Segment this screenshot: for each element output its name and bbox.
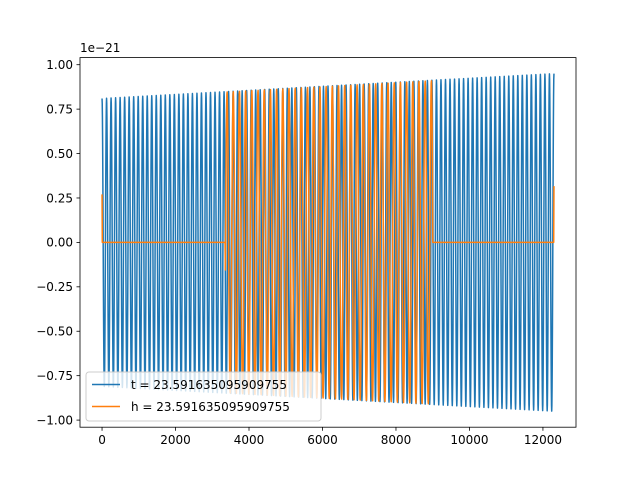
x-tick-label: 2000 bbox=[160, 433, 191, 447]
x-axis: 0 2000 4000 6000 8000 10000 12000 bbox=[98, 427, 562, 447]
y-axis: 1.00 0.75 0.50 0.25 0.00 −0.25 −0.50 −0.75 −1.00 bbox=[36, 58, 80, 427]
legend: t = 23.591635095909755 h = 23.59163509590… bbox=[85, 371, 322, 422]
x-tick-label: 12000 bbox=[524, 433, 562, 447]
y-tick-label: −0.25 bbox=[36, 280, 73, 294]
x-tick-label: 10000 bbox=[450, 433, 488, 447]
x-tick-label: 6000 bbox=[307, 433, 338, 447]
y-tick-label: −1.00 bbox=[36, 413, 73, 427]
y-tick-label: 0.50 bbox=[46, 147, 73, 161]
series-line-2 bbox=[101, 80, 555, 405]
x-tick-label: 4000 bbox=[234, 433, 265, 447]
x-tick-label: 8000 bbox=[381, 433, 412, 447]
series-line-1 bbox=[101, 73, 555, 412]
axes-frame bbox=[79, 57, 577, 428]
y-tick-label: 0.75 bbox=[46, 102, 73, 116]
x-tick-label: 0 bbox=[98, 433, 106, 447]
plot-area bbox=[101, 73, 555, 412]
y-offset-label: 1e−21 bbox=[80, 41, 120, 55]
y-tick-label: 1.00 bbox=[46, 58, 73, 72]
y-tick-label: 0.25 bbox=[46, 191, 73, 205]
legend-label-1: t = 23.591635095909755 bbox=[131, 378, 287, 392]
y-tick-label: −0.50 bbox=[36, 325, 73, 339]
legend-label-2: h = 23.591635095909755 bbox=[131, 400, 290, 414]
legend-box bbox=[85, 371, 322, 422]
y-tick-label: −0.75 bbox=[36, 369, 73, 383]
y-tick-label: 0.00 bbox=[46, 236, 73, 250]
